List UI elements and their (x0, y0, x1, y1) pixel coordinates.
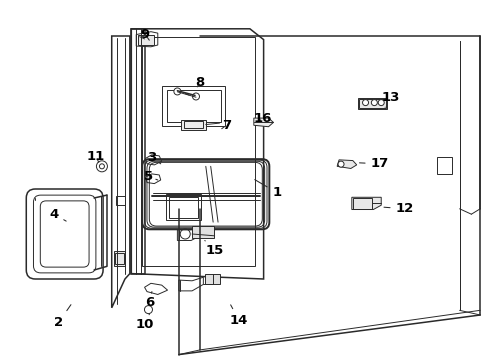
Bar (181, 120, 206, 130)
Text: 6: 6 (145, 292, 154, 309)
Bar (167, 90, 220, 122)
Bar (116, 196, 125, 205)
Circle shape (145, 306, 152, 314)
Circle shape (174, 88, 181, 95)
Text: 13: 13 (382, 91, 400, 107)
Text: 15: 15 (205, 240, 224, 257)
Circle shape (363, 100, 368, 105)
Bar (353, 198, 372, 209)
Polygon shape (352, 197, 381, 210)
Bar (166, 194, 201, 220)
Text: 4: 4 (49, 208, 66, 221)
Text: 17: 17 (360, 157, 389, 170)
Bar (115, 253, 124, 264)
Text: 8: 8 (196, 76, 204, 89)
Circle shape (371, 100, 377, 105)
Bar (437, 157, 452, 174)
Bar (359, 99, 386, 108)
Text: 14: 14 (230, 305, 248, 327)
Text: 1: 1 (255, 180, 281, 199)
Circle shape (193, 93, 199, 100)
Bar (205, 274, 220, 284)
Text: 7: 7 (222, 119, 231, 132)
Bar (162, 86, 225, 126)
Circle shape (99, 164, 104, 169)
Bar (114, 251, 125, 266)
Circle shape (378, 100, 384, 105)
Circle shape (338, 161, 344, 167)
Text: 11: 11 (87, 150, 105, 163)
Bar (184, 121, 203, 128)
Text: 9: 9 (141, 28, 149, 41)
Bar (169, 197, 198, 218)
Bar (138, 35, 154, 45)
Bar (192, 226, 214, 238)
Text: 10: 10 (136, 314, 154, 330)
Text: 16: 16 (253, 112, 272, 125)
Text: 3: 3 (147, 151, 161, 164)
Text: 5: 5 (144, 170, 158, 183)
Text: 12: 12 (384, 202, 414, 215)
Polygon shape (358, 98, 387, 109)
Polygon shape (254, 118, 273, 127)
Text: 2: 2 (54, 305, 71, 329)
Polygon shape (337, 160, 357, 168)
